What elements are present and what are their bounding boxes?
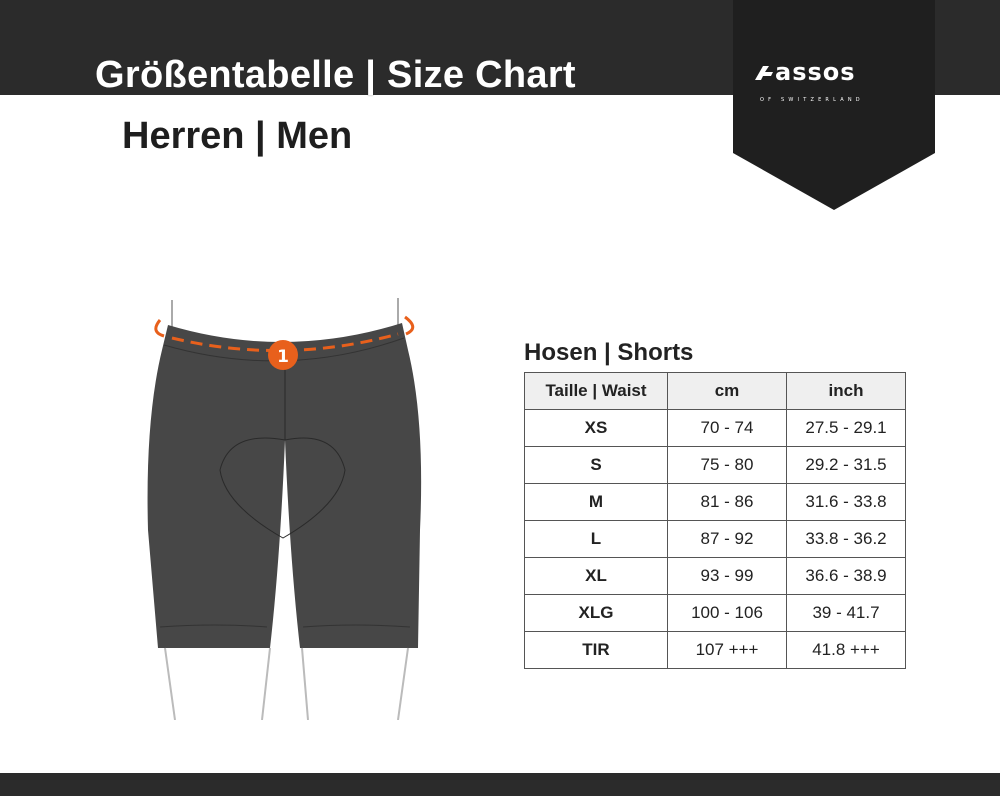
size-cell: TIR	[524, 631, 668, 669]
inch-cell: 36.6 - 38.9	[786, 557, 906, 595]
page-title: Größentabelle | Size Chart	[95, 54, 576, 96]
size-cell: L	[524, 520, 668, 558]
table-header-row: Taille | Waist cm inch	[524, 372, 906, 410]
table-row: XL 93 - 99 36.6 - 38.9	[524, 557, 906, 595]
cm-cell: 75 - 80	[667, 446, 787, 484]
size-cell: XL	[524, 557, 668, 595]
size-cell: XLG	[524, 594, 668, 632]
logo-tagline: OF SWITZERLAND	[760, 97, 864, 103]
column-header: inch	[786, 372, 906, 410]
inch-cell: 31.6 - 33.8	[786, 483, 906, 521]
column-header: cm	[667, 372, 787, 410]
table-title: Hosen | Shorts	[524, 339, 694, 366]
page-subtitle: Herren | Men	[122, 115, 353, 157]
inch-cell: 27.5 - 29.1	[786, 409, 906, 447]
cm-cell: 100 - 106	[667, 594, 787, 632]
table-row: M 81 - 86 31.6 - 33.8	[524, 483, 906, 521]
cm-cell: 81 - 86	[667, 483, 787, 521]
inch-cell: 39 - 41.7	[786, 594, 906, 632]
size-cell: S	[524, 446, 668, 484]
logo-star-icon	[755, 66, 773, 80]
table-row: TIR 107 +++ 41.8 +++	[524, 631, 906, 669]
cm-cell: 87 - 92	[667, 520, 787, 558]
inch-cell: 41.8 +++	[786, 631, 906, 669]
assos-logo-badge: assos OF SWITZERLAND	[733, 0, 935, 210]
size-cell: M	[524, 483, 668, 521]
footer-band	[0, 773, 1000, 796]
size-table: Taille | Waist cm inch XS 70 - 74 27.5 - 2…	[524, 372, 906, 669]
table-row: L 87 - 92 33.8 - 36.2	[524, 520, 906, 558]
column-header: Taille | Waist	[524, 372, 668, 410]
shorts-illustration: 1	[147, 298, 422, 720]
inch-cell: 33.8 - 36.2	[786, 520, 906, 558]
measurement-marker	[268, 340, 298, 370]
table-row: S 75 - 80 29.2 - 31.5	[524, 446, 906, 484]
table-row: XS 70 - 74 27.5 - 29.1	[524, 409, 906, 447]
logo-wordmark: assos	[775, 58, 856, 86]
size-cell: XS	[524, 409, 668, 447]
cm-cell: 93 - 99	[667, 557, 787, 595]
marker-label: 1	[277, 347, 289, 367]
cm-cell: 70 - 74	[667, 409, 787, 447]
inch-cell: 29.2 - 31.5	[786, 446, 906, 484]
table-row: XLG 100 - 106 39 - 41.7	[524, 594, 906, 632]
cm-cell: 107 +++	[667, 631, 787, 669]
